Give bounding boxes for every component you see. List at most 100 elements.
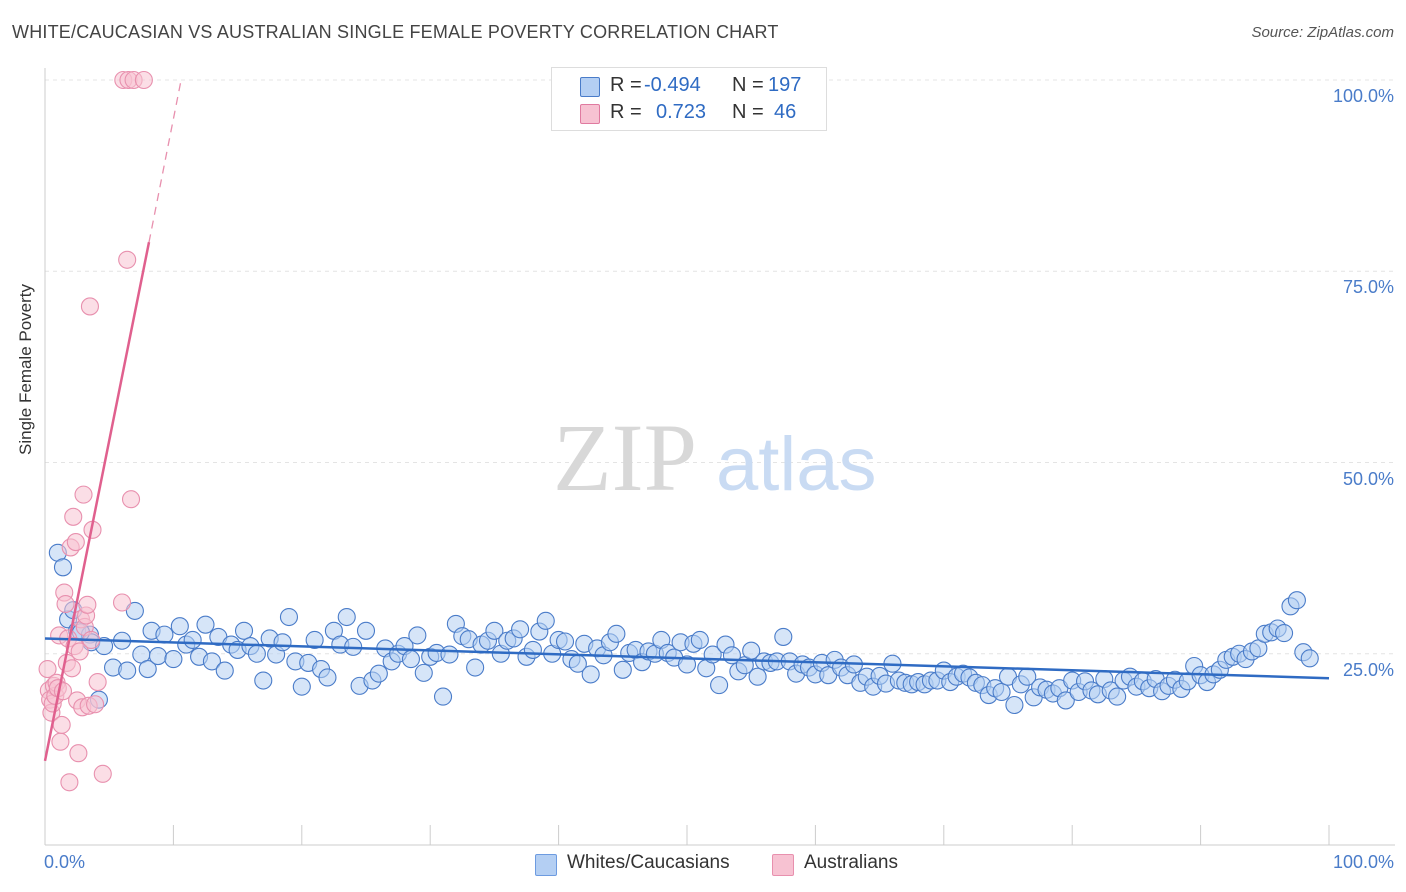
point-australians-40	[118, 250, 137, 269]
y-axis-title: Single Female Poverty	[16, 283, 35, 455]
point-whites-50	[369, 664, 388, 683]
point-whites-157	[1056, 691, 1075, 710]
point-whites-72	[511, 620, 530, 639]
point-australians-14	[56, 594, 75, 614]
point-australians-33	[80, 297, 99, 316]
point-whites-24	[202, 652, 221, 671]
point-australians-11	[52, 715, 71, 734]
trend-line-whites	[44, 637, 1330, 680]
legend-swatch-whites	[535, 854, 557, 876]
point-whites-56	[408, 626, 427, 645]
point-whites-36	[279, 607, 299, 627]
trend-line-australians-extension	[148, 79, 182, 243]
stats-r-label: R =	[610, 74, 642, 96]
y-tick-label-50: 50.0%	[1342, 468, 1394, 489]
point-whites-147	[992, 682, 1011, 702]
point-whites-19	[170, 617, 189, 636]
point-whites-12	[125, 601, 144, 620]
point-australians-20	[64, 507, 83, 526]
point-whites-35	[273, 633, 292, 652]
watermark-zip: ZIP	[553, 404, 697, 511]
point-whites-79	[555, 632, 575, 651]
legend: Whites/Caucasians Australians	[0, 852, 1406, 878]
point-whites-88	[613, 660, 632, 679]
point-australians-17	[60, 773, 79, 792]
legend-label-australians: Australians	[804, 852, 898, 873]
stats-n-value: 46	[774, 101, 797, 123]
watermark-atlas: atlas	[716, 422, 877, 507]
point-whites-31	[247, 644, 266, 663]
point-whites-74	[523, 640, 542, 659]
point-whites-103	[710, 676, 729, 695]
stats-n-value: 197	[768, 74, 802, 96]
point-australians-28	[74, 485, 93, 504]
point-whites-83	[581, 665, 600, 684]
point-whites-45	[337, 607, 356, 627]
point-whites-57	[414, 663, 433, 682]
point-whites-29	[234, 621, 254, 640]
stats-swatch-whites	[580, 77, 600, 97]
point-australians-0	[38, 659, 57, 679]
point-whites-26	[215, 661, 234, 680]
stats-r-value: 0.723	[656, 101, 707, 123]
stats-r-label: R =	[610, 101, 642, 123]
point-whites-193	[1287, 591, 1306, 610]
point-whites-55	[401, 650, 420, 669]
point-whites-14	[138, 659, 157, 679]
point-whites-195	[1300, 649, 1319, 668]
y-tick-label-25: 25.0%	[1342, 659, 1394, 680]
point-whites-109	[748, 667, 767, 686]
x-tick-label-max: 100.0%	[1332, 852, 1394, 872]
point-whites-1	[53, 558, 73, 577]
point-australians-25	[70, 642, 89, 661]
stats-n-label: N =	[732, 101, 764, 123]
point-whites-113	[774, 627, 793, 646]
point-whites-32	[254, 671, 273, 690]
point-whites-38	[292, 677, 311, 696]
point-whites-87	[607, 624, 626, 643]
point-australians-22	[66, 533, 85, 552]
point-australians-31	[78, 595, 97, 614]
point-whites-165	[1108, 687, 1127, 706]
chart-source: Source: ZipAtlas.com	[1251, 24, 1394, 41]
y-tick-label-75: 75.0%	[1342, 277, 1394, 298]
chart-title: WHITE/CAUCASIAN VS AUSTRALIAN SINGLE FEM…	[12, 22, 779, 42]
stats-r-value: -0.494	[644, 74, 701, 96]
point-whites-191	[1275, 624, 1294, 643]
x-tick-label-min: 0.0%	[44, 852, 86, 872]
point-whites-60	[433, 687, 453, 706]
point-whites-23	[196, 615, 215, 634]
point-whites-11	[118, 661, 137, 680]
stats-swatch-australians	[580, 104, 600, 124]
point-australians-39	[112, 593, 132, 612]
point-whites-76	[536, 611, 555, 630]
watermark: ZIP atlas	[553, 404, 877, 511]
point-whites-18	[164, 650, 183, 669]
stats-n-label: N =	[732, 74, 764, 96]
point-australians-10	[51, 732, 70, 751]
point-whites-98	[677, 655, 697, 674]
series-australians-points	[38, 70, 153, 792]
trend-line-australians	[43, 241, 151, 762]
point-australians-41	[121, 490, 141, 509]
point-whites-61	[440, 645, 459, 664]
series-whites-points	[48, 543, 1319, 715]
y-tick-label-100: 100.0%	[1332, 86, 1394, 106]
stats-row-whites: R = -0.494 N = 197	[552, 74, 826, 100]
point-australians-38	[93, 764, 112, 783]
point-whites-17	[155, 625, 174, 644]
stats-box: R = -0.494 N = 197 R = 0.723 N = 46	[551, 67, 827, 131]
point-whites-48	[356, 621, 376, 640]
point-whites-21	[183, 630, 202, 650]
gridlines	[45, 79, 1395, 655]
point-australians-36	[86, 695, 105, 714]
point-whites-100	[690, 630, 709, 650]
point-whites-68	[485, 621, 504, 640]
point-australians-45	[134, 70, 153, 90]
legend-swatch-australians	[772, 854, 794, 876]
point-whites-16	[148, 646, 168, 666]
point-whites-65	[466, 658, 485, 677]
trend-lines	[43, 79, 1330, 762]
stats-row-australians: R = 0.723 N = 46	[552, 101, 826, 127]
